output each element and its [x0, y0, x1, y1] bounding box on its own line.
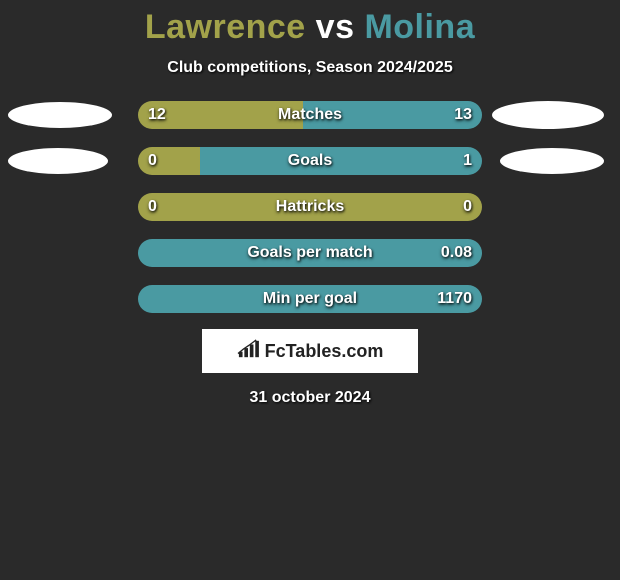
fctables-logo[interactable]: FcTables.com: [202, 329, 418, 373]
snapshot-date: 31 october 2024: [0, 389, 620, 407]
competition-subtitle: Club competitions, Season 2024/2025: [0, 59, 620, 77]
player2-name: Molina: [364, 8, 475, 46]
stat-left-value: 0: [148, 152, 157, 170]
stat-right-value: 1: [463, 152, 472, 170]
stat-label: Min per goal: [263, 290, 357, 308]
bar-chart-icon: [237, 339, 259, 364]
comparison-card: Lawrence vs Molina Club competitions, Se…: [0, 0, 620, 407]
player1-ellipse: [8, 148, 108, 174]
logo-text: FcTables.com: [265, 341, 384, 362]
player1-ellipse: [8, 102, 112, 128]
stat-right-value: 0.08: [441, 244, 472, 262]
stat-bar: 0 Hattricks 0: [138, 193, 482, 221]
stat-row: 0 Hattricks 0: [0, 191, 620, 223]
stat-bar: Goals per match 0.08: [138, 239, 482, 267]
stat-bar: 12 Matches 13: [138, 101, 482, 129]
stat-row: 12 Matches 13: [0, 99, 620, 131]
stat-label: Goals per match: [247, 244, 372, 262]
stat-rows: 12 Matches 13 0 Goals 1 0 Hattricks 0 Goals per m…: [0, 99, 620, 315]
stat-left-value: 12: [148, 106, 166, 124]
stat-right-value: 1170: [437, 290, 472, 308]
stat-bar: Min per goal 1170: [138, 285, 482, 313]
vs-text: vs: [316, 8, 355, 46]
player1-name: Lawrence: [145, 8, 306, 46]
player2-ellipse: [492, 101, 604, 129]
stat-left-value: 0: [148, 198, 157, 216]
stat-bar: 0 Goals 1: [138, 147, 482, 175]
stat-label: Matches: [278, 106, 342, 124]
stat-label: Hattricks: [276, 198, 344, 216]
stat-right-value: 13: [454, 106, 472, 124]
bar-right-fill: [200, 147, 482, 175]
stat-right-value: 0: [463, 198, 472, 216]
stat-label: Goals: [288, 152, 332, 170]
stat-row: Goals per match 0.08: [0, 237, 620, 269]
player2-ellipse: [500, 148, 604, 174]
page-title: Lawrence vs Molina: [0, 8, 620, 47]
stat-row: Min per goal 1170: [0, 283, 620, 315]
stat-row: 0 Goals 1: [0, 145, 620, 177]
